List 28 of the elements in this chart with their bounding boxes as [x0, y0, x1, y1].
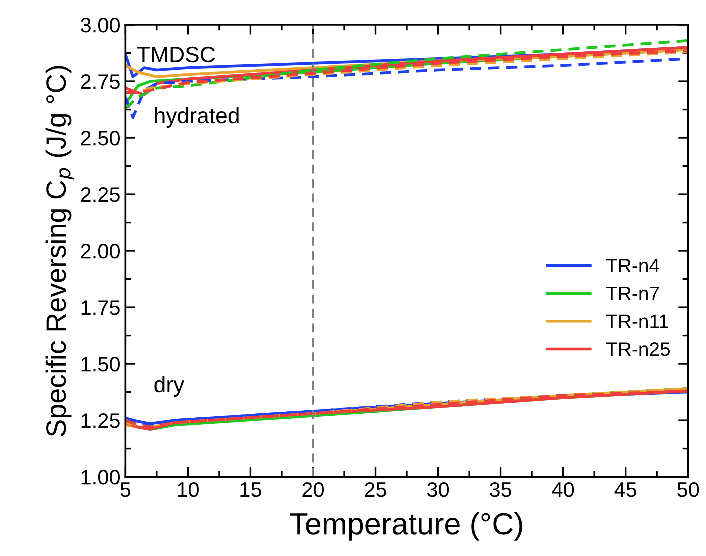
x-tick-label: 40 — [552, 482, 574, 498]
annotation: TMDSC — [137, 46, 216, 63]
y-tick-label: 1.00 — [82, 470, 120, 485]
x-tick-label: 25 — [365, 482, 386, 498]
x-tick-label: 5 — [120, 482, 131, 498]
legend-label: TR-n4 — [606, 259, 660, 273]
x-tick-label: 30 — [427, 482, 450, 498]
y-tick-label: 2.25 — [81, 188, 120, 202]
y-tick-label: 1.75 — [82, 300, 120, 316]
x-tick-label: 20 — [302, 482, 324, 498]
x-tick-label: 15 — [240, 482, 262, 498]
x-tick-label: 10 — [178, 482, 199, 498]
x-axis-title: Temperature (°C) — [290, 512, 522, 541]
legend-label: TR-n7 — [606, 286, 660, 300]
annotation: dry — [154, 376, 185, 397]
y-tick-label: 2.75 — [81, 74, 120, 90]
x-tick-label: 50 — [678, 482, 700, 498]
x-tick-label: 45 — [614, 482, 637, 498]
y-tick-label: 3.00 — [81, 18, 120, 33]
y-axis-title: Specific Reversing C$_{p}$ (J/g °C) — [46, 66, 75, 437]
y-tick-label: 1.25 — [82, 414, 120, 428]
y-tick-label: 2.00 — [81, 244, 120, 259]
legend-label: TR-n11 — [606, 314, 668, 328]
y-tick-label: 1.50 — [82, 357, 120, 372]
x-tick-label: 35 — [490, 482, 512, 498]
annotation: hydrated — [155, 107, 239, 128]
y-tick-label: 2.50 — [81, 131, 120, 146]
legend-label: TR-n25 — [606, 342, 670, 356]
